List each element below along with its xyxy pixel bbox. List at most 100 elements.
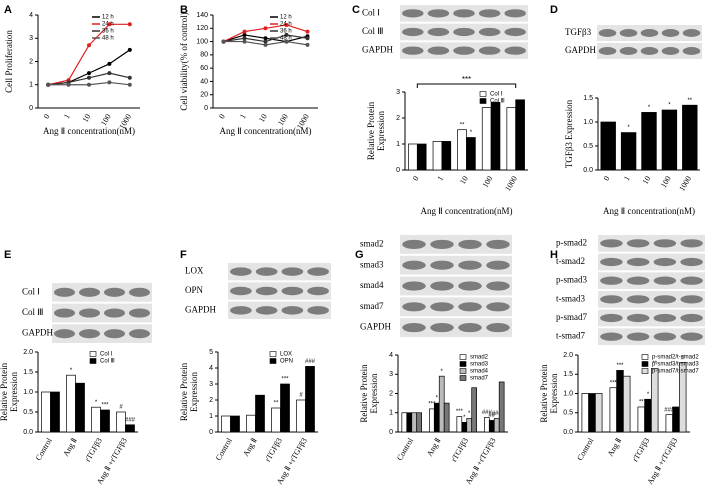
- panel: D TGFβ3 GAPDH 0.0 0.5 1.0 1.5 TGFβ3 Expression A…: [550, 4, 702, 216]
- y-tick-label: 3: [396, 89, 400, 96]
- blot-band: [453, 46, 475, 55]
- legend-label: Col Ⅰ: [490, 92, 503, 98]
- blot-band: [682, 29, 701, 37]
- blot-strip: [52, 303, 152, 323]
- y-tick-label: 20: [200, 92, 208, 99]
- bar: [490, 102, 501, 171]
- blot-band: [453, 9, 475, 18]
- blot-band: [458, 323, 482, 333]
- blot-band: [402, 46, 424, 55]
- blot-band: [402, 281, 426, 291]
- blot-band: [486, 239, 510, 249]
- bar: [481, 107, 492, 171]
- bar: [651, 368, 659, 433]
- point: [87, 75, 91, 80]
- blot-band: [600, 239, 623, 248]
- point: [107, 80, 112, 85]
- legend-label: Col Ⅰ: [100, 352, 113, 358]
- blot-band: [640, 29, 659, 37]
- panel-letter: C: [352, 4, 360, 16]
- blot-band: [79, 329, 100, 339]
- blot-band: [230, 267, 252, 276]
- bar: [682, 104, 698, 171]
- significance-label: #: [119, 405, 123, 411]
- bar: [66, 374, 76, 433]
- x-tick-label: Control: [214, 436, 234, 462]
- blot-label: GAPDH: [360, 322, 392, 332]
- legend-label: 36 h: [102, 29, 114, 35]
- bar: [637, 406, 645, 433]
- y-tick-label: 1.0: [23, 389, 33, 396]
- y-tick-label: 3: [209, 381, 213, 388]
- bar: [91, 406, 101, 433]
- blot-label: p-smad3: [556, 275, 587, 285]
- bar: [623, 375, 631, 433]
- x-tick-label: rTGFβ3: [631, 436, 652, 463]
- blot-strip: [400, 318, 512, 337]
- bar: [457, 129, 467, 171]
- blot-label: smad2: [360, 238, 384, 248]
- x-tick-label: 0: [602, 174, 612, 182]
- blot-strip: [400, 276, 512, 296]
- blot-strip: [228, 301, 331, 319]
- bar: [665, 414, 673, 433]
- blot-label: t-smad7: [556, 331, 585, 341]
- blot-band: [478, 9, 501, 18]
- legend-label: 36 h: [280, 29, 292, 35]
- blot-band: [626, 276, 650, 285]
- x-tick-label: 10: [257, 112, 269, 123]
- x-tick-label: Ang Ⅱ +rTGFβ3: [464, 436, 498, 486]
- blot-band: [307, 286, 329, 296]
- x-tick-label: 1: [62, 112, 72, 120]
- y-tick-label: 1: [209, 413, 213, 420]
- blot-label: t-smad3: [556, 293, 585, 303]
- point: [107, 22, 112, 27]
- bar: [429, 408, 435, 433]
- legend-swatch: [479, 91, 487, 97]
- panel-letter: E: [4, 249, 11, 261]
- bar: [620, 132, 637, 171]
- bar: [75, 382, 85, 433]
- blot-strip: [400, 255, 512, 275]
- blot-band: [640, 47, 659, 55]
- y-tick-label: 0: [389, 429, 393, 436]
- legend-label: Col Ⅲ: [100, 359, 115, 365]
- significance-label: **: [460, 122, 465, 128]
- panel: A 0 1 2 3 4 Cell Proliferation Ang Ⅱ concentrat…: [4, 4, 140, 136]
- significance-label: ***: [610, 380, 618, 386]
- blot-band: [281, 306, 304, 315]
- blot-band: [680, 239, 703, 248]
- panel-letter: B: [180, 4, 188, 16]
- x-tick-label: Ang Ⅱ: [425, 436, 443, 458]
- bar: [416, 143, 427, 171]
- legend-swatch: [269, 351, 277, 357]
- x-tick-label: 1000: [677, 174, 693, 192]
- y-tick-label: 0: [204, 105, 208, 112]
- bar: [406, 412, 413, 433]
- bar: [493, 418, 500, 433]
- point: [221, 39, 226, 44]
- blot-band: [661, 29, 680, 37]
- blot-band: [307, 267, 329, 276]
- blot-label: p-smad7: [556, 312, 587, 322]
- blot-label: GAPDH: [565, 45, 597, 55]
- significance-label: ##: [488, 413, 495, 419]
- blot-label: GAPDH: [362, 45, 394, 55]
- legend-label: smad3: [470, 362, 489, 368]
- point: [305, 42, 310, 47]
- blot-band: [600, 257, 623, 267]
- bar: [588, 393, 596, 433]
- bar: [595, 393, 603, 433]
- point: [242, 39, 247, 44]
- y-axis-label: Cell Proliferation: [4, 30, 14, 93]
- blot-band: [458, 302, 482, 312]
- blot-label: GAPDH: [22, 328, 54, 338]
- legend-label: p-smad2/t-smad2: [652, 355, 699, 361]
- blot-label: Col Ⅲ: [22, 307, 43, 317]
- legend-label: 12 h: [280, 15, 292, 21]
- blot-band: [486, 260, 510, 270]
- x-tick-label: Control: [395, 436, 415, 462]
- y-tick-label: 140: [196, 12, 208, 19]
- blot-band: [626, 239, 650, 248]
